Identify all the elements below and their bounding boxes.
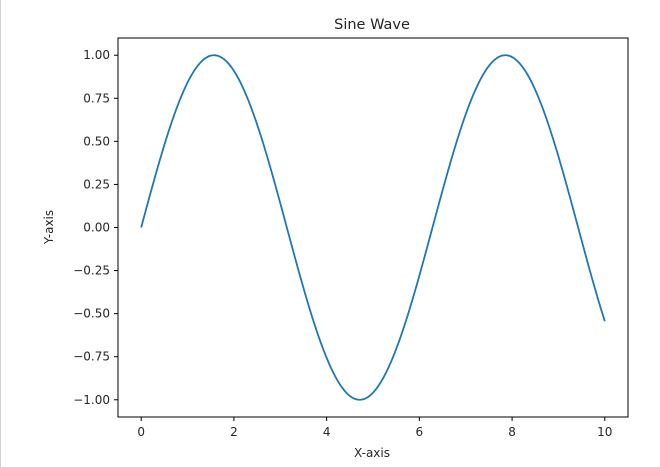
y-tick-label: −0.50 bbox=[73, 307, 110, 321]
x-tick-label: 10 bbox=[597, 425, 612, 439]
plot-frame bbox=[117, 37, 629, 418]
y-tick-label: 1.00 bbox=[83, 48, 110, 62]
x-tick-label: 2 bbox=[230, 425, 238, 439]
x-axis-label: X-axis bbox=[354, 446, 390, 460]
x-tick-label: 8 bbox=[508, 425, 516, 439]
chart-title: Sine Wave bbox=[334, 17, 410, 33]
x-tick-label: 4 bbox=[323, 425, 331, 439]
plot-area: 0 2 4 6 8 10 1.00 0.75 0.50 0.25 0.00 −0.25 −0.50 −0.… bbox=[73, 37, 629, 439]
x-tick-label: 6 bbox=[416, 425, 424, 439]
y-tick-label: 0.00 bbox=[83, 221, 110, 235]
sine-series-line bbox=[140, 54, 606, 401]
x-tick-label: 0 bbox=[137, 425, 145, 439]
y-axis-label: Y-axis bbox=[42, 210, 56, 245]
y-tick-label: 0.25 bbox=[83, 177, 110, 191]
y-tick-label: 0.50 bbox=[83, 134, 110, 148]
y-tick-label: 0.75 bbox=[83, 91, 110, 105]
y-tick-label: −1.00 bbox=[73, 393, 110, 407]
y-tick-label: −0.25 bbox=[73, 264, 110, 278]
page-edge bbox=[0, 0, 1, 467]
y-tick-label: −0.75 bbox=[73, 350, 110, 364]
